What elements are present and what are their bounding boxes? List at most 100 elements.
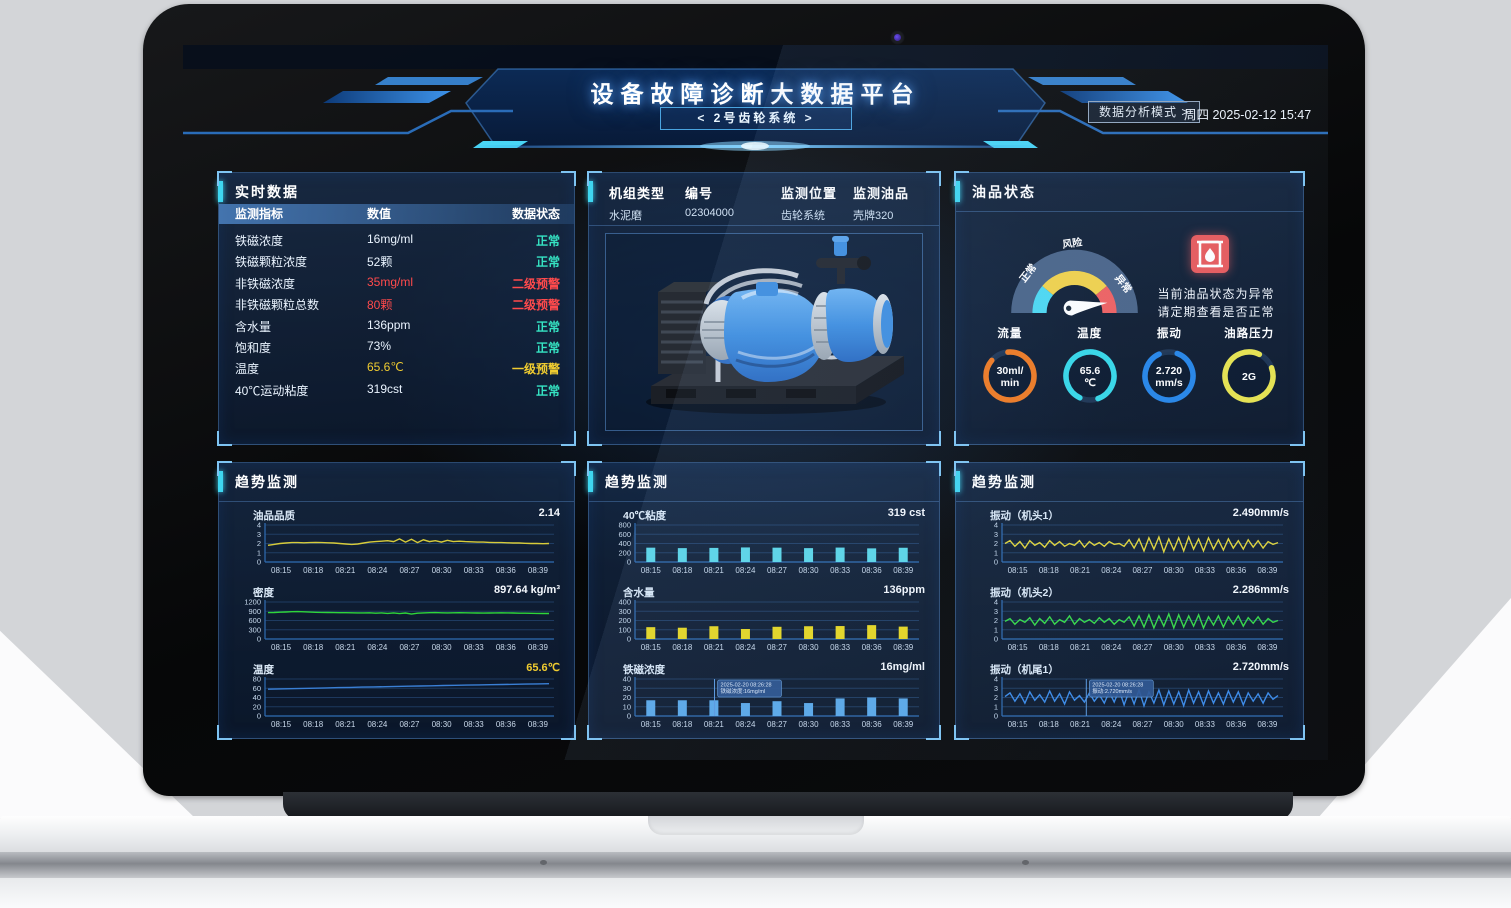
realtime-data-panel: 实时数据 监测指标 数值 数据状态 铁磁浓度 16mg/ml 正常 铁磁颗粒浓度 52颗… xyxy=(217,171,576,446)
gearbox-machine-image xyxy=(646,236,904,414)
title-accent-bar xyxy=(218,471,223,492)
svg-text:60: 60 xyxy=(253,684,261,693)
svg-text:08:33: 08:33 xyxy=(830,566,851,575)
col-value: 数值 xyxy=(367,207,392,221)
svg-text:08:30: 08:30 xyxy=(1164,720,1185,729)
chart-vibration-tail1: 振动（机尾1） 2.720mm/s 0 1 2 3 4 08:15 08:18 08:21 08:2… xyxy=(968,661,1291,736)
svg-text:800: 800 xyxy=(618,522,631,530)
svg-text:200: 200 xyxy=(618,616,631,625)
svg-text:08:24: 08:24 xyxy=(735,566,756,575)
svg-text:08:27: 08:27 xyxy=(1132,720,1153,729)
svg-text:08:21: 08:21 xyxy=(704,720,725,729)
svg-text:08:24: 08:24 xyxy=(367,720,388,729)
corner-bracket-icon xyxy=(954,431,969,446)
svg-text:08:39: 08:39 xyxy=(528,566,549,575)
divider xyxy=(589,225,939,226)
corner-bracket-icon xyxy=(926,725,941,740)
svg-text:300: 300 xyxy=(248,625,261,634)
chart-water-content: 含水量 136ppm 0 100 200 300 400 08:15 08:18 08:21 08:… xyxy=(601,584,927,659)
corner-bracket-icon xyxy=(587,725,602,740)
metric-ring-1: 流量 30ml/min xyxy=(975,325,1045,407)
data-analysis-mode-button[interactable]: 数据分析模式 > xyxy=(1088,101,1201,123)
title-accent-bar xyxy=(588,471,593,492)
svg-text:08:39: 08:39 xyxy=(893,720,914,729)
panel-title: 趋势监测 xyxy=(605,474,669,490)
svg-text:08:39: 08:39 xyxy=(528,720,549,729)
trend-panel-left: 趋势监测 油品品质 2.14 0 1 2 3 4 08:15 08:18 08:21 08:24 08… xyxy=(217,461,576,740)
table-row: 铁磁颗粒浓度 52颗 正常 xyxy=(235,255,560,270)
subsystem-selector[interactable]: < 2号齿轮系统 > xyxy=(660,107,852,130)
svg-text:3: 3 xyxy=(994,530,998,539)
screw xyxy=(1022,860,1029,865)
base-lip xyxy=(0,852,1511,878)
svg-text:100: 100 xyxy=(618,625,631,634)
svg-text:08:21: 08:21 xyxy=(704,566,725,575)
svg-text:0: 0 xyxy=(627,558,631,567)
svg-text:08:24: 08:24 xyxy=(735,643,756,652)
chart-name: 油品品质 xyxy=(253,510,295,522)
unit-field-type: 机组类型 水泥磨 xyxy=(609,186,666,222)
corner-bracket-icon xyxy=(954,461,969,476)
panel-title: 实时数据 xyxy=(235,184,299,200)
chart-ferromagnetic: 铁磁浓度 16mg/ml 0 10 20 30 40 08:15 08:18 08:21 08:24… xyxy=(601,661,927,736)
corner-bracket-icon xyxy=(561,171,576,186)
svg-text:2G: 2G xyxy=(1242,371,1256,383)
svg-text:08:21: 08:21 xyxy=(335,643,356,652)
screw xyxy=(540,860,547,865)
svg-text:08:39: 08:39 xyxy=(528,643,549,652)
svg-text:08:36: 08:36 xyxy=(1226,566,1247,575)
svg-text:08:15: 08:15 xyxy=(641,566,662,575)
svg-text:80: 80 xyxy=(253,676,261,684)
svg-text:08:15: 08:15 xyxy=(641,720,662,729)
svg-text:30: 30 xyxy=(623,684,631,693)
svg-text:08:39: 08:39 xyxy=(893,566,914,575)
svg-text:2: 2 xyxy=(994,539,998,548)
laptop-base xyxy=(0,816,1511,908)
svg-text:08:36: 08:36 xyxy=(496,643,517,652)
svg-text:08:24: 08:24 xyxy=(735,720,756,729)
svg-text:65.6℃: 65.6 ℃ xyxy=(1079,365,1100,389)
svg-text:2: 2 xyxy=(994,616,998,625)
svg-text:08:30: 08:30 xyxy=(1164,643,1185,652)
svg-text:400: 400 xyxy=(618,539,631,548)
svg-text:08:18: 08:18 xyxy=(1039,643,1060,652)
oil-status-gauge: 正常 风险 异常 xyxy=(1011,235,1138,316)
corner-bracket-icon xyxy=(587,171,602,186)
svg-text:08:36: 08:36 xyxy=(496,720,517,729)
corner-bracket-icon xyxy=(926,431,941,446)
chart-current-value: 319 cst xyxy=(887,507,925,519)
table-header: 监测指标 数值 数据状态 xyxy=(219,204,574,224)
svg-text:08:36: 08:36 xyxy=(862,643,883,652)
svg-text:08:15: 08:15 xyxy=(1008,720,1029,729)
corner-bracket-icon xyxy=(1290,725,1305,740)
svg-text:08:21: 08:21 xyxy=(704,643,725,652)
svg-text:08:24: 08:24 xyxy=(367,566,388,575)
svg-text:1: 1 xyxy=(257,548,261,557)
svg-text:0: 0 xyxy=(994,712,998,721)
svg-text:20: 20 xyxy=(253,702,261,711)
table-row: 40℃运动粘度 319cst 正常 xyxy=(235,381,560,398)
svg-text:08:24: 08:24 xyxy=(1101,720,1122,729)
svg-text:1200: 1200 xyxy=(244,599,261,607)
svg-text:900: 900 xyxy=(248,607,261,616)
svg-text:08:39: 08:39 xyxy=(1257,720,1278,729)
svg-text:08:36: 08:36 xyxy=(1226,643,1247,652)
svg-text:08:21: 08:21 xyxy=(335,566,356,575)
svg-text:4: 4 xyxy=(994,522,998,530)
corner-bracket-icon xyxy=(1290,431,1305,446)
svg-text:08:36: 08:36 xyxy=(862,566,883,575)
svg-text:08:39: 08:39 xyxy=(893,643,914,652)
svg-text:30ml/min: 30ml/min xyxy=(996,365,1023,389)
chart-name: 振动（机尾1） xyxy=(990,664,1059,676)
svg-text:4: 4 xyxy=(994,599,998,607)
svg-text:10: 10 xyxy=(623,702,631,711)
table-row: 铁磁浓度 16mg/ml 正常 xyxy=(235,232,560,248)
svg-text:08:21: 08:21 xyxy=(1070,566,1091,575)
svg-text:08:18: 08:18 xyxy=(672,720,693,729)
corner-bracket-icon xyxy=(561,725,576,740)
svg-text:3: 3 xyxy=(994,607,998,616)
svg-text:08:30: 08:30 xyxy=(1164,566,1185,575)
svg-text:08:21: 08:21 xyxy=(1070,720,1091,729)
alert-text-line2: 请定期查看是否正常 xyxy=(1157,305,1275,319)
